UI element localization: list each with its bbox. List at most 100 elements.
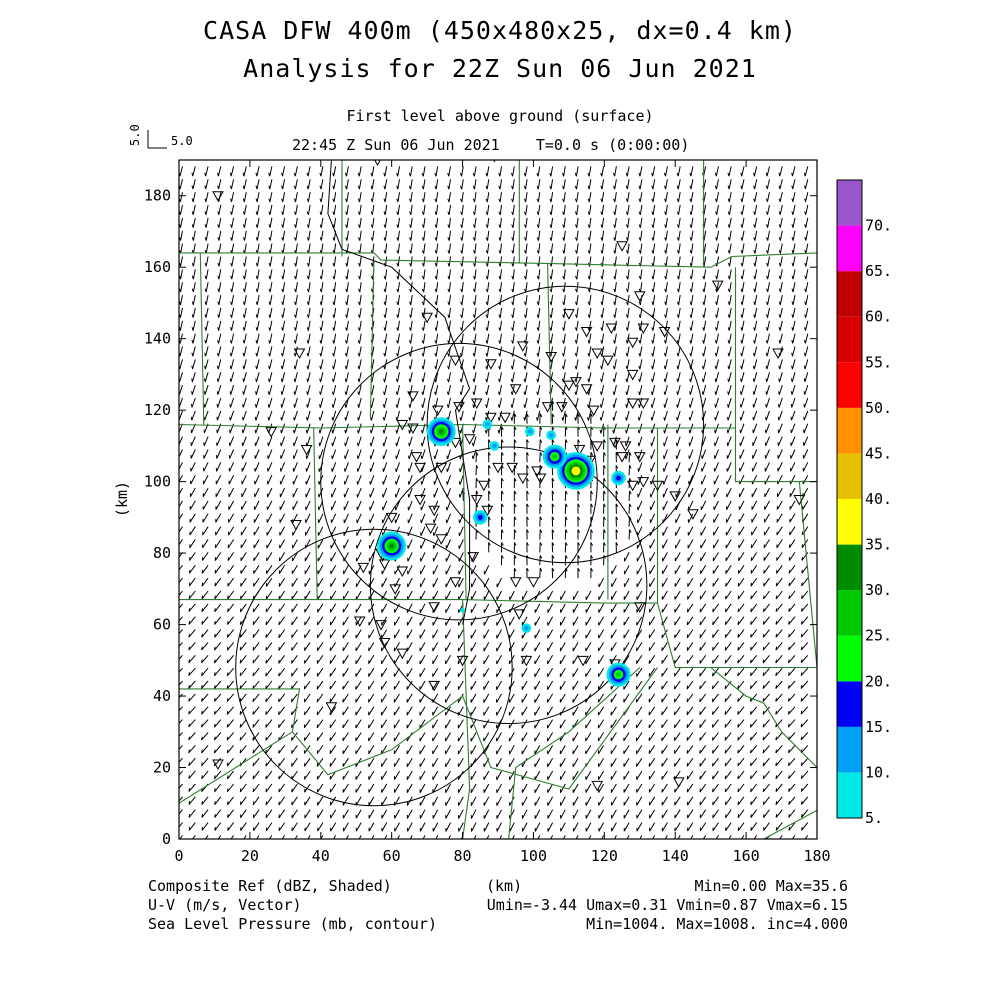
station-marker [570, 377, 582, 388]
echo-cell [527, 429, 533, 434]
colorbar-swatch [837, 453, 862, 499]
station-marker [463, 434, 476, 445]
colorbar-label: 25. [865, 627, 892, 645]
echo-cell [616, 475, 621, 481]
station-marker [669, 491, 682, 502]
y-axis-ticks: 0 20 40 60 80 100 120 140 160 180 [144, 187, 817, 848]
y-tick-label: 100 [144, 473, 171, 491]
x-tick-label: 0 [174, 847, 183, 865]
colorbar-label: 20. [865, 672, 892, 690]
reference-vector [147, 130, 167, 149]
echo-cell [438, 429, 444, 434]
station-marker [435, 462, 448, 474]
x-tick-label: 100 [520, 847, 547, 865]
county-line [179, 423, 736, 429]
wind-vector-field [179, 166, 809, 839]
station-marker [591, 348, 604, 360]
station-marker [619, 441, 632, 452]
colorbar-swatch [837, 772, 862, 818]
radar-range-ring [235, 528, 513, 807]
footer-right-1: Min=0.00 Max=35.6 [694, 877, 848, 895]
station-marker [265, 427, 278, 438]
x-axis-ticks: 0 20 40 60 80 100 120 140 160 180 [174, 160, 831, 865]
station-marker [449, 577, 462, 588]
station-marker [513, 609, 526, 620]
station-marker [357, 562, 370, 574]
y-tick-label: 160 [144, 258, 171, 276]
footer-right-2: Umin=-3.44 Umax=0.31 Vmin=0.87 Vmax=6.15 [486, 896, 848, 914]
colorbar-swatch [837, 544, 862, 591]
radar-range-rings [235, 285, 705, 807]
title-line-2: Analysis for 22Z Sun 06 Jun 2021 [243, 54, 757, 83]
station-marker [591, 780, 604, 792]
station-marker [396, 648, 409, 660]
station-marker [541, 402, 554, 413]
station-marker [449, 437, 462, 449]
colorbar-swatch [837, 271, 862, 317]
colorbar-label: 50. [865, 399, 892, 417]
station-marker [428, 680, 441, 692]
x-tick-label: 40 [312, 847, 330, 865]
station-marker [212, 759, 224, 770]
county-line [508, 667, 641, 839]
station-marker [485, 412, 497, 424]
station-marker [587, 405, 600, 417]
colorbar-label: 15. [865, 718, 892, 736]
y-tick-label: 20 [153, 759, 171, 777]
colorbar-label: 35. [865, 536, 892, 554]
station-marker [651, 480, 664, 492]
plot-frame [178, 159, 818, 840]
county-line [313, 427, 318, 600]
county-line [763, 809, 817, 839]
station-marker [633, 452, 646, 463]
y-tick-label: 140 [144, 330, 171, 348]
station-marker [453, 402, 465, 413]
colorbar-swatch [837, 499, 862, 545]
station-marker [602, 355, 614, 367]
station-marker [353, 616, 366, 628]
station-marker [637, 477, 650, 488]
station-marker [626, 480, 639, 492]
colorbar-label: 55. [865, 353, 892, 371]
station-marker [577, 655, 589, 667]
station-marker [563, 380, 575, 392]
radar-range-ring [426, 285, 705, 564]
reflectivity-echoes [377, 417, 631, 687]
title-line-1: CASA DFW 400m (450x480x25, dx=0.4 km) [203, 16, 797, 45]
station-marker [300, 444, 313, 456]
station-marker [633, 602, 646, 613]
colorbar-swatch [837, 180, 862, 226]
colorbar-swatch [837, 225, 862, 272]
station-marker [449, 355, 462, 367]
colorbar: 5. 10. 15. 20. 25. 30. 35. 40. 45. 50. 55. 60. 65. 70… [836, 179, 892, 827]
county-line [369, 260, 375, 418]
echo-cell [492, 443, 497, 449]
station-marker [555, 402, 568, 413]
ref-vector-label-right: 5.0 [171, 134, 193, 148]
y-tick-label: 180 [144, 187, 171, 205]
station-marker [793, 495, 806, 506]
y-tick-label: 0 [162, 830, 171, 848]
y-tick-label: 40 [153, 687, 171, 705]
echo-cell [548, 432, 554, 438]
station-marker [520, 655, 533, 667]
x-tick-label: 20 [241, 847, 259, 865]
footer-left-1: Composite Ref (dBZ, Shaded) [148, 877, 392, 895]
echo-cell [552, 454, 558, 460]
station-marker [407, 423, 419, 435]
station-marker [378, 559, 391, 570]
y-tick-label: 80 [153, 544, 171, 562]
county-line [179, 252, 817, 268]
echo-cell [523, 625, 529, 631]
station-marker [421, 312, 433, 324]
station-marker [407, 391, 419, 402]
colorbar-label: 40. [865, 490, 892, 508]
station-marker [477, 480, 490, 492]
station-marker [389, 584, 402, 595]
station-marker [516, 341, 529, 352]
subtitle: First level above ground (surface) [346, 107, 654, 125]
echo-cell [477, 514, 483, 520]
station-marker [609, 437, 621, 449]
colorbar-frame [836, 179, 863, 819]
